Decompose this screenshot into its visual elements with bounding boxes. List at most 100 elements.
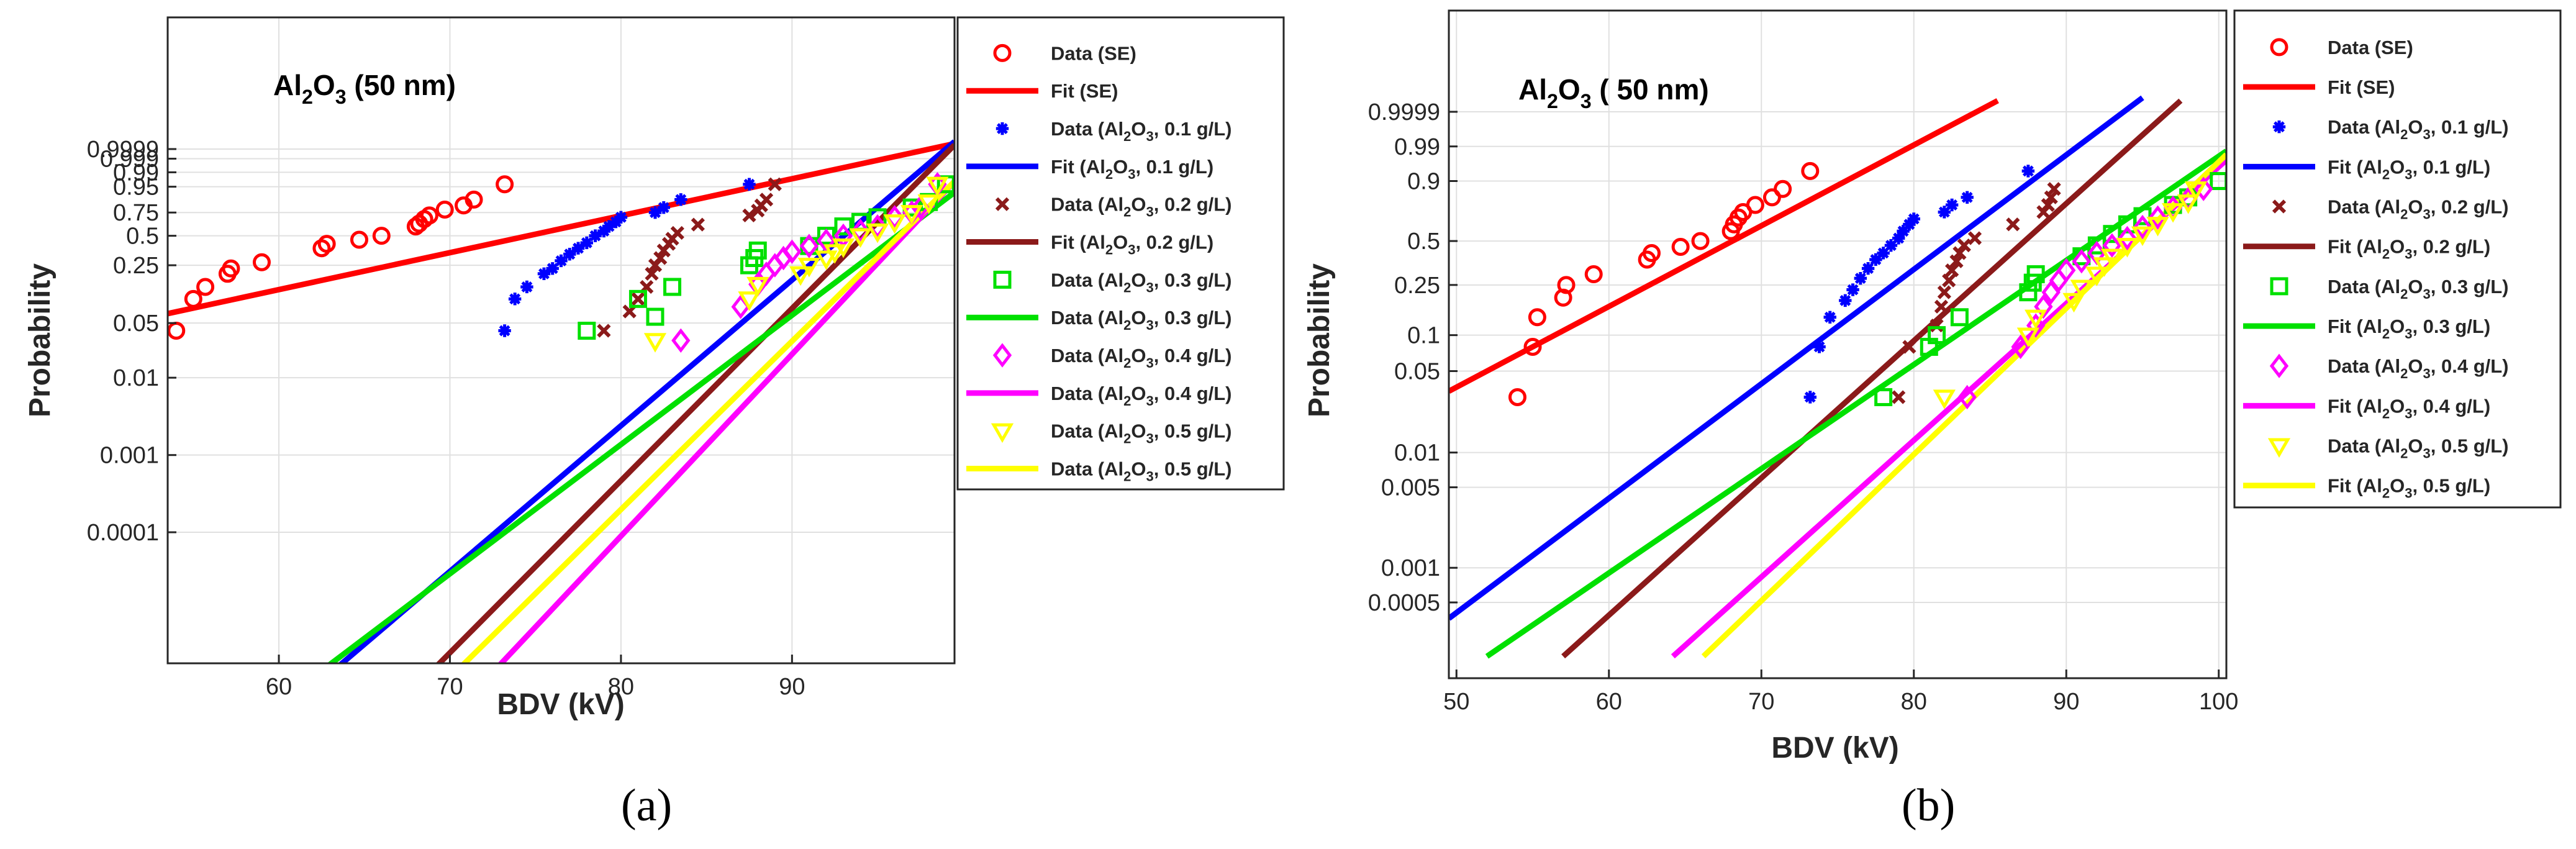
y-tick-label: 0.0001 (87, 520, 159, 546)
legend: Data (SE) Fit (SE) Data (Al2O3, 0.1 g/L) Fi… (2233, 9, 2562, 509)
data-point-c05 (849, 228, 872, 248)
x-tick-label: 90 (779, 674, 805, 700)
data-point-c05 (2184, 181, 2208, 201)
panel-a-caption: (a) (621, 780, 673, 831)
y-tick-label: 0.01 (1394, 440, 1440, 466)
data-point-c05 (789, 266, 812, 286)
y-tick-label: 0.05 (1394, 359, 1440, 385)
data-point-c02 (1944, 263, 1959, 278)
data-point-se (496, 175, 514, 194)
fit-line-c05 (460, 179, 955, 663)
y-tick-label: 0.005 (1381, 475, 1440, 501)
data-point-c03 (646, 307, 664, 326)
data-point-c05 (2116, 238, 2139, 258)
data-point-c04 (2102, 233, 2122, 258)
data-point-c02 (1937, 285, 1951, 299)
data-point-c01 (743, 178, 756, 191)
data-point-c01 (609, 216, 622, 229)
legend-label: Data (Al2O3, 0.3 g/L) (2328, 276, 2509, 302)
grid (1449, 11, 2226, 678)
legend-marker-c05 (2267, 438, 2291, 458)
y-tick-label: 0.5 (126, 224, 159, 250)
legend-label: Fit (SE) (1051, 80, 1118, 102)
y-tick-label: 0.99 (1394, 134, 1440, 160)
legend-label: Fit (Al2O3, 0.4 g/L) (2328, 395, 2490, 421)
data-point-se (196, 278, 215, 296)
data-point-c05 (2161, 203, 2185, 223)
x-tick-label: 60 (1596, 689, 1622, 715)
data-point-c03 (2026, 265, 2045, 284)
data-point-c02 (768, 177, 782, 191)
data-point-c05 (2146, 217, 2169, 237)
y-tick-label: 0.001 (100, 443, 159, 469)
data-point-se (372, 227, 391, 245)
data-point-c05 (2131, 226, 2154, 247)
x-tick-label: 50 (1443, 689, 1469, 715)
data-point-c02 (1957, 238, 1971, 253)
x-tick-label: 70 (437, 674, 463, 700)
fit-line-c04 (497, 179, 955, 663)
data-point-c04 (2026, 313, 2046, 338)
legend-label: Data (Al2O3, 0.2 g/L) (2328, 196, 2509, 222)
data-point-c04 (799, 234, 819, 258)
data-points (168, 172, 955, 353)
data-point-c02 (2006, 217, 2020, 232)
data-point-c01 (648, 206, 662, 219)
data-point-c03 (1928, 326, 1946, 345)
data-point-c05 (746, 276, 769, 297)
data-point-c03 (748, 241, 767, 260)
plot-area (1449, 11, 2226, 678)
data-point-c02 (1949, 254, 1964, 268)
data-point-c05 (2070, 279, 2093, 300)
data-point-c05 (797, 257, 821, 278)
legend-label: Fit (Al2O3, 0.2 g/L) (1051, 232, 1213, 258)
data-point-c05 (917, 194, 940, 214)
legend-label: Data (SE) (2328, 37, 2413, 58)
data-point-c02 (645, 266, 659, 281)
data-point-c01 (1884, 238, 1898, 252)
data-point-c05 (2093, 257, 2116, 277)
legend-label: Fit (Al2O3, 0.1 g/L) (2328, 156, 2490, 182)
data-point-c01 (537, 267, 551, 281)
data-point-c03 (578, 321, 596, 340)
legend-marker-c01 (995, 122, 1009, 135)
data-point-se (1523, 337, 1542, 356)
y-tick-label: 0.95 (113, 175, 159, 201)
data-point-c04 (2133, 214, 2152, 240)
legend-label: Fit (Al2O3, 0.5 g/L) (2328, 475, 2490, 501)
data-point-c01 (2021, 165, 2035, 178)
data-point-c05 (1933, 389, 1956, 409)
fit-line-c03 (327, 190, 955, 663)
data-point-c01 (1854, 271, 1867, 285)
data-point-c01 (1839, 294, 1852, 307)
data-point-c01 (1892, 232, 1905, 245)
y-tick-label: 0.999 (100, 147, 159, 173)
data-point-c05 (866, 223, 889, 243)
data-point-c02 (653, 251, 668, 265)
data-point-c05 (643, 333, 667, 353)
legend-box (2233, 9, 2562, 509)
data-point-c01 (1846, 283, 1859, 296)
legend-label: Data (Al2O3, 0.4 g/L) (1051, 345, 1232, 371)
plot-area (168, 17, 955, 663)
data-point-c02 (691, 217, 705, 232)
legend-label: Data (Al2O3, 0.5 g/L) (1051, 458, 1232, 484)
fit-line-c01 (1449, 95, 2144, 621)
data-point-c01 (498, 324, 511, 337)
tick-labels: 50 60 70 80 90 100 0.9999 0.99 0.9 0.5 0.25 0.1 0.05… (1368, 99, 2239, 715)
y-tick-label: 0.05 (113, 311, 159, 337)
data-point-se (1557, 276, 1576, 294)
data-point-c04 (851, 219, 870, 243)
legend-label: Fit (SE) (2328, 76, 2395, 98)
legend-label: Data (SE) (1051, 42, 1136, 64)
plot-title: Al2O3 ( 50 nm) (1518, 73, 1709, 112)
legend-marker-c04 (2269, 353, 2289, 378)
x-tick-label: 100 (2199, 689, 2238, 715)
x-axis-label: BDV (kV) (1771, 732, 1898, 765)
data-point-c01 (1897, 225, 1910, 238)
data-point-c01 (674, 193, 687, 206)
data-point-c01 (571, 242, 585, 255)
fit-line-se (168, 140, 955, 317)
data-point-c02 (1967, 231, 1982, 245)
